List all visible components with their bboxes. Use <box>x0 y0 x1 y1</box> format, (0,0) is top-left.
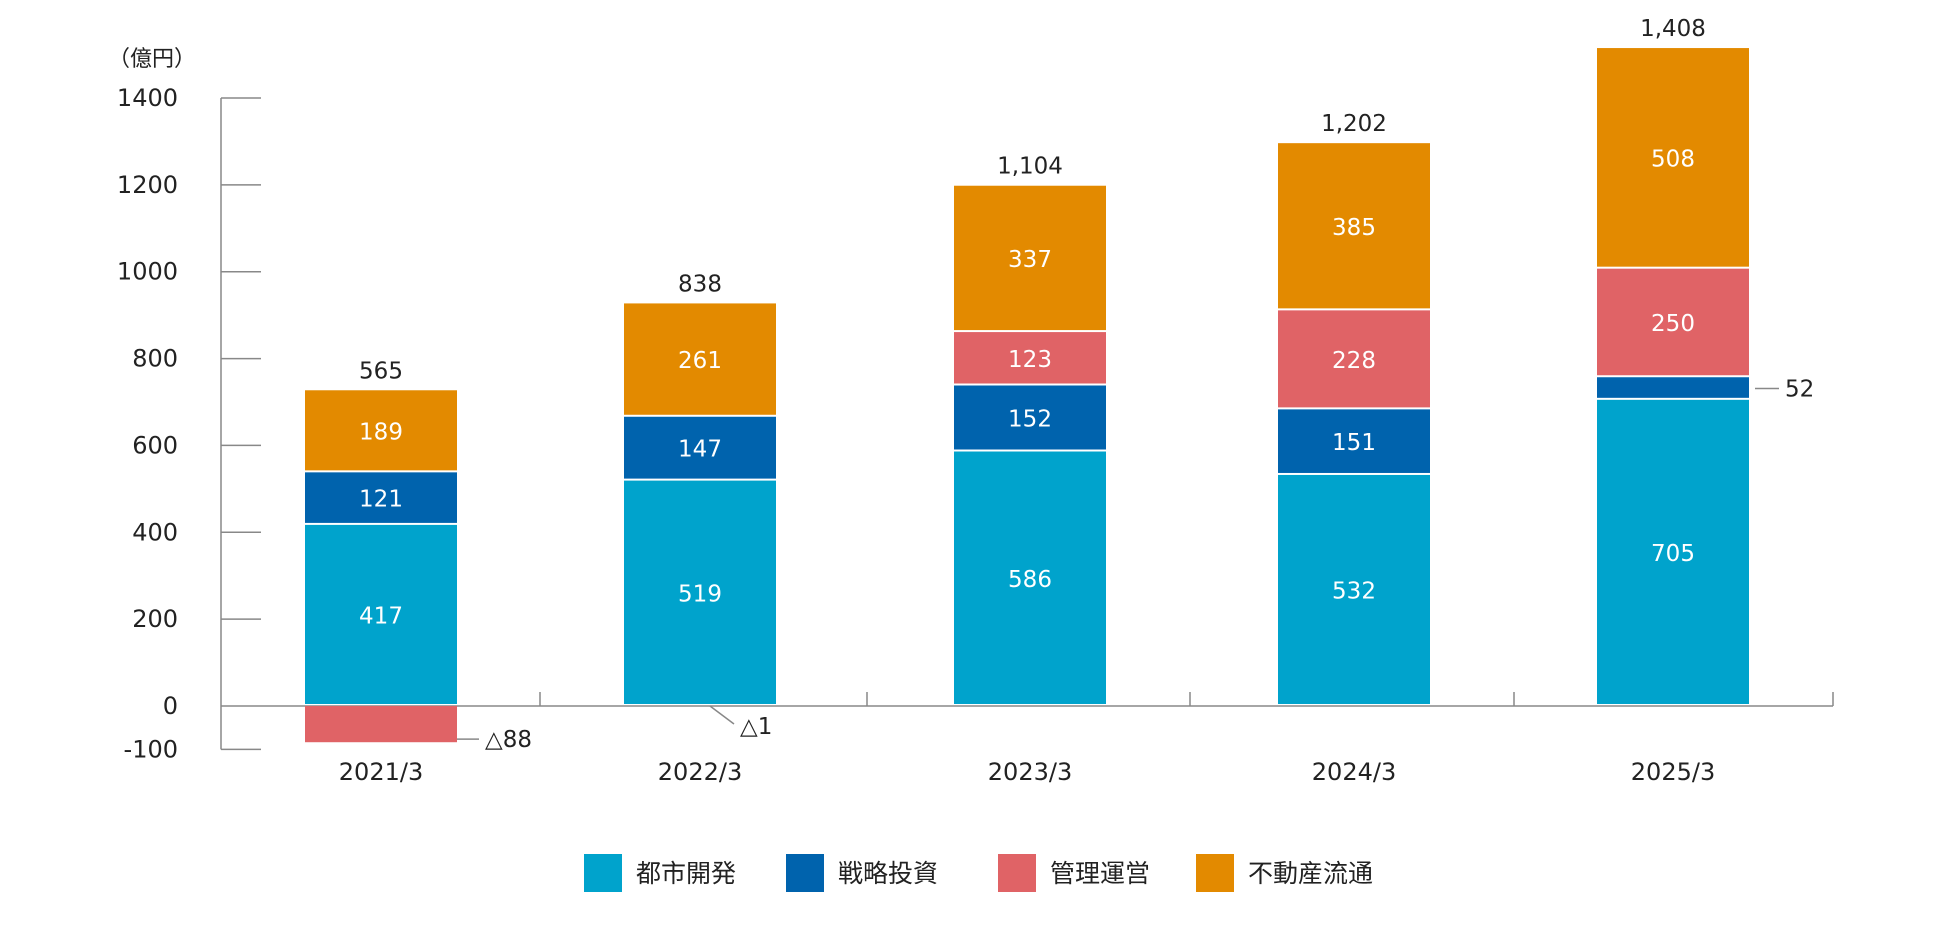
segment-value-label: 228 <box>1332 348 1376 374</box>
legend-label: 管理運営 <box>1050 859 1150 888</box>
bar-segment <box>1278 143 1430 309</box>
legend-label: 戦略投資 <box>838 859 938 888</box>
bar-total-label: 1,408 <box>1640 16 1706 42</box>
y-tick-label: 800 <box>132 345 178 373</box>
segment-value-label: 123 <box>1008 347 1052 373</box>
y-tick-label: 400 <box>132 518 178 546</box>
legend: 都市開発 戦略投資 管理運営 不動産流通 <box>584 854 1373 892</box>
y-tick-label: 1000 <box>117 258 178 286</box>
bar-total-label: 838 <box>678 271 722 297</box>
segment-value-label: 385 <box>1332 215 1376 241</box>
x-category-label: 2022/3 <box>658 758 742 786</box>
y-tick-label: 600 <box>132 431 178 459</box>
segment-value-label: 147 <box>678 437 722 463</box>
segment-value-label: 586 <box>1008 567 1052 593</box>
bar-segment <box>305 472 457 523</box>
bar-segment <box>624 416 776 479</box>
callout-value-label: △1 <box>740 714 772 740</box>
segment-value-label: 189 <box>359 419 403 445</box>
callout-value-label: △88 <box>485 727 532 753</box>
segment-value-label: 532 <box>1332 578 1376 604</box>
legend-swatch <box>786 854 824 892</box>
callout-value-label: 52 <box>1785 377 1814 403</box>
bar-segment <box>954 385 1106 450</box>
y-tick-label: 1400 <box>117 84 178 112</box>
segment-value-label: 705 <box>1651 541 1695 567</box>
y-tick-label: -100 <box>124 735 178 763</box>
bar-segment <box>305 524 457 704</box>
segment-value-label: 261 <box>678 348 722 374</box>
bar-segment <box>305 390 457 471</box>
y-tick-label: 200 <box>132 605 178 633</box>
bar-segment <box>1278 474 1430 704</box>
bar-total-label: 565 <box>359 358 403 384</box>
x-category-label: 2025/3 <box>1631 758 1715 786</box>
y-tick-label: 1200 <box>117 171 178 199</box>
bar-segment <box>1597 399 1749 704</box>
callout-leader <box>709 705 735 725</box>
x-category-label: 2021/3 <box>339 758 423 786</box>
segment-value-label: 337 <box>1008 247 1052 273</box>
segment-value-label: 250 <box>1651 311 1695 337</box>
segment-value-label: 121 <box>359 487 403 513</box>
bar-segment <box>1597 268 1749 376</box>
y-axis-unit-label: （億円） <box>108 47 196 72</box>
legend-swatch <box>584 854 622 892</box>
legend-label: 都市開発 <box>636 859 736 888</box>
segment-value-label: 151 <box>1332 430 1376 456</box>
legend-swatch <box>998 854 1036 892</box>
bars <box>305 48 1749 743</box>
bar-segment <box>954 451 1106 704</box>
bar-segment <box>1597 48 1749 267</box>
bar-segment <box>1278 409 1430 473</box>
bar-segment <box>624 303 776 415</box>
value-labels: 417 121 △88 189 565 2021/3 519 147 261 △1 838 2022/… <box>339 16 1815 786</box>
bar-total-label: 1,104 <box>997 154 1063 180</box>
bar-segment <box>954 185 1106 331</box>
segment-value-label: 152 <box>1008 407 1052 433</box>
bar-segment <box>305 706 457 743</box>
x-category-label: 2023/3 <box>988 758 1072 786</box>
axes: 1400 1200 1000 800 600 400 200 0 -100 <box>117 84 1834 763</box>
bar-segment <box>1597 377 1749 398</box>
legend-label: 不動産流通 <box>1248 859 1373 888</box>
legend-swatch <box>1196 854 1234 892</box>
y-tick-label: 0 <box>163 692 178 720</box>
x-category-label: 2024/3 <box>1312 758 1396 786</box>
bar-total-label: 1,202 <box>1321 111 1387 137</box>
bar-segment <box>954 332 1106 384</box>
bar-segment <box>624 480 776 704</box>
bar-segment <box>1278 310 1430 408</box>
segment-value-label: 417 <box>359 603 403 629</box>
segment-value-label: 519 <box>678 581 722 607</box>
segment-value-label: 508 <box>1651 146 1695 172</box>
